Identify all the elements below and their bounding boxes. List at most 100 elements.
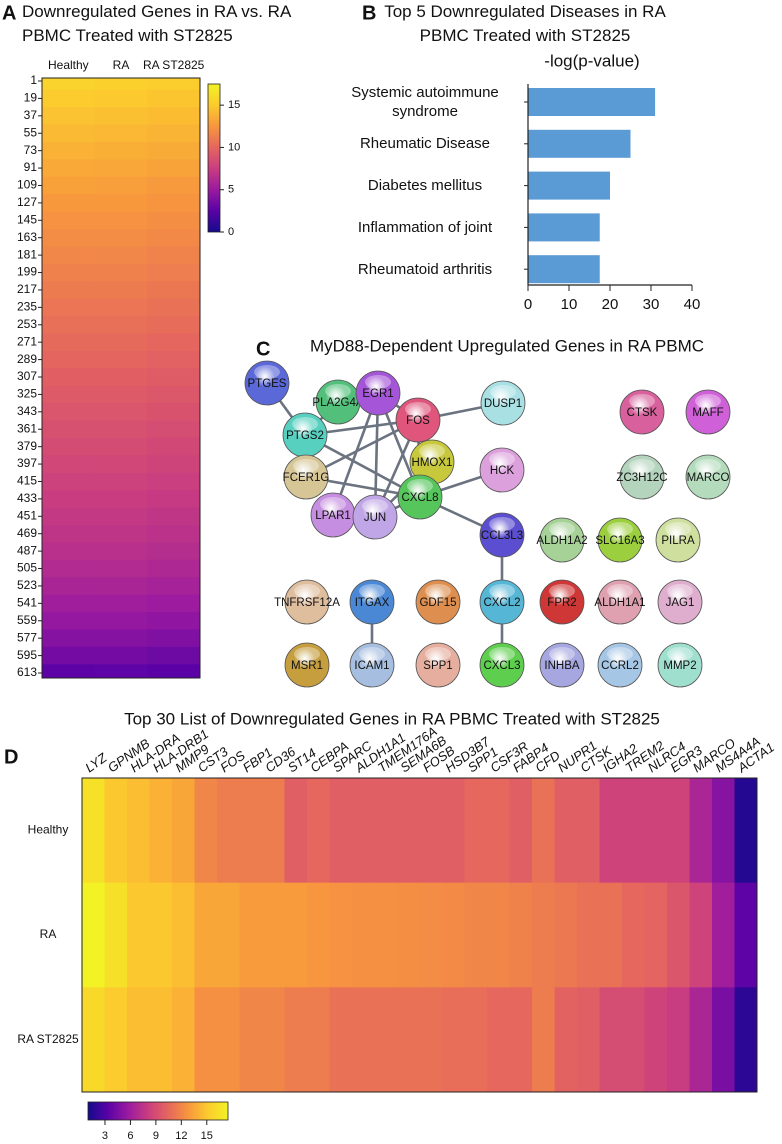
- node-shine: [607, 584, 633, 598]
- node-label: JUN: [364, 512, 386, 524]
- node: [244, 360, 290, 406]
- heatmap-cell: [442, 778, 465, 884]
- y-tick-label: 559: [17, 613, 37, 627]
- heatmap-cell: [42, 472, 96, 491]
- heatmap-cell: [149, 882, 173, 988]
- category-label: Diabetes mellitus: [367, 177, 483, 195]
- row-label: RA: [40, 927, 57, 941]
- category-label: Rheumatoid arthritis: [357, 260, 493, 278]
- node-shine: [695, 394, 721, 408]
- node: [395, 397, 441, 443]
- node-label: CXCL3: [483, 660, 520, 672]
- heatmap-cell: [599, 882, 623, 988]
- heatmap-cell: [94, 229, 148, 247]
- heatmap-cell: [94, 542, 148, 561]
- heatmap-cell: [397, 778, 420, 884]
- y-tick-label: 55: [24, 125, 38, 139]
- heatmap-cell: [94, 298, 148, 317]
- node: [539, 579, 585, 625]
- heatmap-cell: [42, 490, 96, 508]
- heatmap-cell: [42, 298, 96, 317]
- heatmap-cell: [217, 987, 240, 1093]
- heatmap-border: [41, 77, 201, 679]
- y-tick-label: 145: [17, 212, 37, 226]
- heatmap-cell: [217, 882, 240, 988]
- bar: [528, 88, 656, 116]
- heatmap-cell: [149, 987, 173, 1093]
- heatmap-cell: [94, 646, 148, 665]
- heatmap-cell: [147, 298, 200, 317]
- heatmap-cell: [307, 778, 330, 884]
- panel-letter: B: [362, 2, 376, 24]
- heatmap-cell: [147, 525, 200, 543]
- y-tick-label: 451: [17, 508, 37, 522]
- heatmap-cell: [42, 263, 96, 282]
- heatmap-cell: [599, 778, 623, 884]
- heatmap-cell: [329, 987, 353, 1093]
- node-label: ICAM1: [354, 660, 389, 672]
- heatmap-cell: [94, 159, 148, 178]
- heatmap-cell: [42, 89, 96, 108]
- node-shine: [489, 517, 515, 531]
- heatmap-cell: [577, 882, 600, 988]
- node-shine: [419, 444, 445, 458]
- node-label: MAFF: [692, 407, 723, 419]
- heatmap-cell: [42, 107, 96, 125]
- heatmap-cell: [42, 612, 96, 630]
- heatmap-cell: [94, 263, 148, 282]
- heatmap-cell: [532, 778, 555, 884]
- y-tick-label: 73: [24, 143, 38, 157]
- heatmap-cell: [374, 778, 398, 884]
- row-label: RA ST2825: [17, 1032, 79, 1046]
- node-label: FCER1G: [283, 472, 330, 484]
- node: [685, 389, 731, 435]
- heatmap-cell: [42, 368, 96, 387]
- y-tick-label: 325: [17, 387, 37, 401]
- heatmap-cell: [329, 882, 353, 988]
- node-label: CXCL2: [483, 597, 520, 609]
- node: [415, 579, 461, 625]
- row-label: Healthy: [28, 823, 69, 837]
- node-label: ITGAX: [355, 597, 390, 609]
- heatmap-cell: [94, 612, 148, 630]
- heatmap-cell: [487, 987, 510, 1093]
- colorbar-tick-label: 15: [228, 99, 240, 111]
- node-shine: [695, 459, 721, 473]
- heatmap-cell: [94, 629, 148, 648]
- node: [284, 579, 330, 625]
- heatmap-cell: [147, 229, 200, 247]
- node-shine: [294, 647, 320, 661]
- heatmap-cell: [194, 882, 218, 988]
- colorbar-tick-label: 12: [175, 1130, 187, 1142]
- node-label: ZC3H12C: [616, 472, 667, 484]
- y-tick-label: 91: [24, 160, 38, 174]
- node-shine: [425, 584, 451, 598]
- heatmap-cell: [42, 124, 96, 143]
- node-label: PILRA: [661, 535, 695, 547]
- heatmap-cell: [442, 882, 465, 988]
- node-label: MSR1: [291, 660, 323, 672]
- node: [619, 454, 665, 500]
- heatmap-cell: [554, 778, 578, 884]
- heatmap-cell: [509, 778, 533, 884]
- panel-letter: C: [256, 338, 270, 360]
- node: [685, 454, 731, 500]
- heatmap-cell: [147, 629, 200, 648]
- heatmap-cell: [622, 778, 645, 884]
- heatmap-cell: [644, 882, 668, 988]
- heatmap-cell: [94, 577, 148, 596]
- heatmap-cell: [94, 472, 148, 491]
- heatmap-cell: [42, 176, 96, 195]
- y-tick-label: 307: [17, 369, 37, 383]
- node: [349, 642, 395, 688]
- heatmap-cell: [104, 778, 128, 884]
- y-tick-label: 379: [17, 439, 37, 453]
- heatmap-cell: [94, 507, 148, 526]
- heatmap-cell: [42, 507, 96, 526]
- node-shine: [425, 647, 451, 661]
- heatmap-cell: [94, 333, 148, 352]
- heatmap-cell: [442, 987, 465, 1093]
- node-label: CCL3L3: [481, 530, 523, 542]
- heatmap-cell: [172, 778, 195, 884]
- node-label: CTSK: [627, 407, 658, 419]
